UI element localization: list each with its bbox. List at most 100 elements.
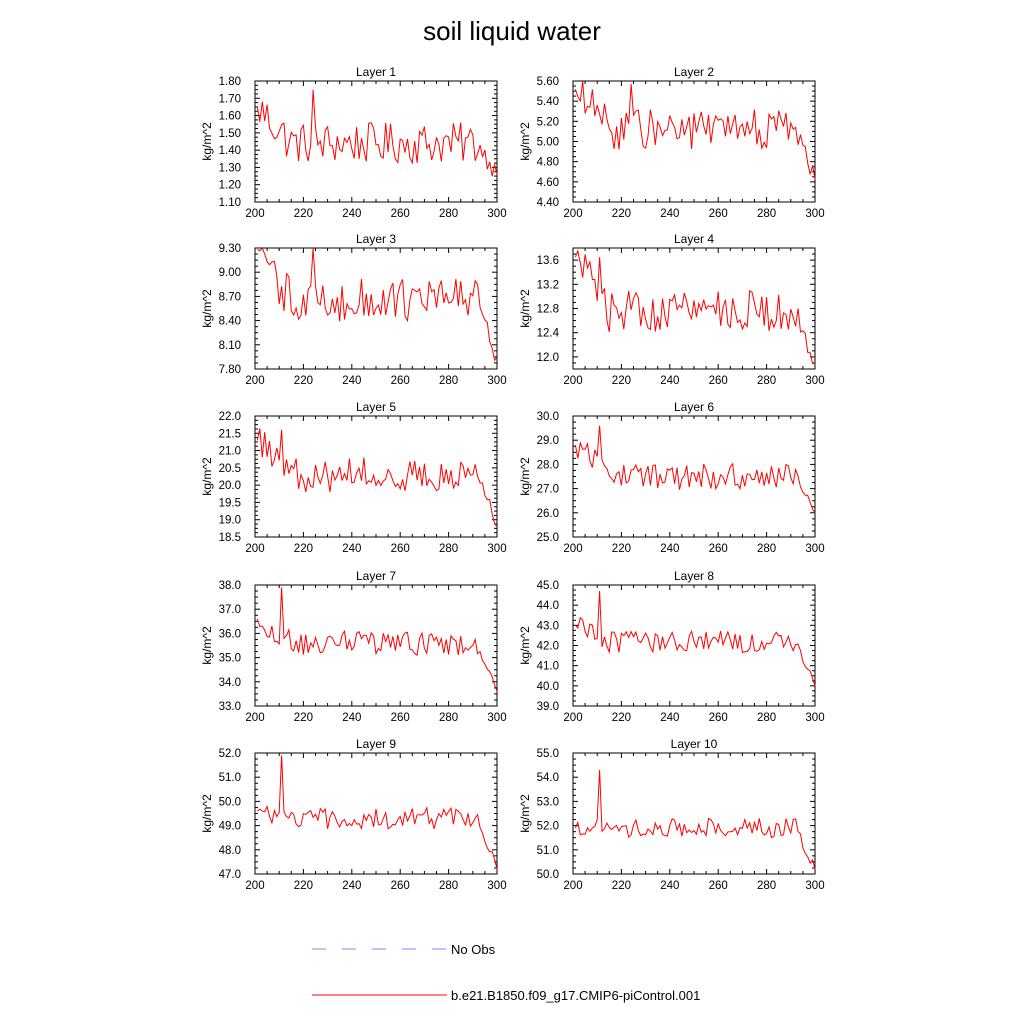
y-tick-label: 20.0 [219, 480, 241, 492]
y-tick-label: 36.0 [219, 628, 241, 640]
series-line [256, 587, 498, 692]
y-tick-label: 41.0 [537, 661, 559, 673]
y-tick-label: 7.80 [219, 364, 241, 376]
y-tick-label: 51.0 [537, 845, 559, 857]
y-tick-label: 1.80 [219, 76, 241, 88]
y-axis-label: kg/m^2 [200, 457, 214, 496]
x-tick-label: 260 [391, 880, 410, 892]
series-line [256, 428, 498, 527]
y-tick-label: 49.0 [219, 821, 241, 833]
panel-layer-2: Layer 2 kg/m^2 200 220 240 260 280 300 4.40 4.60 4… [518, 65, 825, 220]
series-line [257, 755, 498, 870]
y-tick-label: 21.5 [219, 428, 241, 440]
x-tick-label: 260 [391, 543, 410, 555]
x-tick-label: 300 [487, 208, 506, 220]
x-tick-label: 200 [245, 880, 264, 892]
y-axis-label: kg/m^2 [518, 626, 532, 665]
y-tick-label: 18.5 [219, 532, 241, 544]
y-tick-label: 20.5 [219, 463, 241, 475]
y-tick-label: 43.0 [537, 620, 559, 632]
series-line [257, 247, 498, 362]
y-tick-label: 21.0 [219, 446, 241, 458]
plot-frame [572, 752, 816, 875]
y-tick-label: 1.40 [219, 145, 241, 157]
y-tick-label: 5.40 [537, 96, 559, 108]
y-tick-label: 5.60 [537, 76, 559, 88]
x-tick-label: 200 [245, 712, 264, 724]
y-tick-label: 22.0 [219, 411, 241, 423]
y-tick-label: 9.00 [219, 267, 241, 279]
y-axis-label: kg/m^2 [200, 794, 214, 833]
panel-title: Layer 4 [674, 232, 714, 246]
x-tick-label: 280 [757, 880, 776, 892]
x-tick-label: 220 [294, 208, 313, 220]
y-tick-label: 52.0 [537, 821, 559, 833]
panel-layer-5: Layer 5 kg/m^2 200 220 240 260 280 300 18.5 19.0 1… [200, 400, 507, 555]
plot-frame [572, 584, 816, 707]
y-axis-label: kg/m^2 [518, 289, 532, 328]
y-tick-label: 8.70 [219, 291, 241, 303]
y-tick-label: 47.0 [219, 869, 241, 881]
x-tick-label: 220 [612, 543, 631, 555]
plot-frame [572, 80, 816, 203]
y-tick-label: 48.0 [219, 845, 241, 857]
x-tick-label: 280 [757, 712, 776, 724]
x-tick-label: 300 [805, 880, 824, 892]
x-tick-label: 240 [660, 880, 679, 892]
y-tick-label: 51.0 [219, 772, 241, 784]
panel-title: Layer 7 [356, 569, 396, 583]
series-line [574, 80, 816, 180]
y-tick-label: 1.20 [219, 180, 241, 192]
x-tick-label: 300 [805, 543, 824, 555]
y-tick-label: 54.0 [537, 772, 559, 784]
y-axis-label: kg/m^2 [518, 794, 532, 833]
x-tick-label: 240 [342, 375, 361, 387]
y-tick-label: 1.60 [219, 111, 241, 123]
series-line [256, 89, 498, 177]
x-tick-label: 240 [342, 880, 361, 892]
panel-title: Layer 9 [356, 737, 396, 751]
y-tick-label: 8.40 [219, 316, 241, 328]
x-tick-label: 280 [757, 208, 776, 220]
x-tick-label: 200 [245, 208, 264, 220]
y-tick-label: 1.50 [219, 128, 241, 140]
x-tick-label: 260 [391, 375, 410, 387]
x-tick-label: 220 [294, 712, 313, 724]
panel-title: Layer 10 [671, 737, 718, 751]
series-line [575, 590, 816, 686]
series-line [574, 769, 816, 870]
x-tick-label: 200 [563, 712, 582, 724]
x-tick-label: 240 [342, 208, 361, 220]
x-tick-label: 280 [439, 375, 458, 387]
panels: Layer 1 kg/m^2 200 220 240 260 280 300 1.10 1.20 1… [200, 65, 825, 892]
y-tick-label: 28.0 [537, 459, 559, 471]
y-tick-label: 4.80 [537, 157, 559, 169]
panel-title: Layer 6 [674, 400, 714, 414]
plot-frame [254, 415, 498, 538]
x-tick-label: 260 [709, 375, 728, 387]
x-tick-label: 220 [612, 375, 631, 387]
x-tick-label: 200 [563, 543, 582, 555]
y-tick-label: 8.10 [219, 340, 241, 352]
y-tick-label: 34.0 [219, 677, 241, 689]
panel-title: Layer 2 [674, 65, 714, 79]
y-tick-label: 12.0 [537, 352, 559, 364]
y-tick-label: 25.0 [537, 532, 559, 544]
y-tick-label: 9.30 [219, 243, 241, 255]
y-tick-label: 40.0 [537, 681, 559, 693]
panel-layer-7: Layer 7 kg/m^2 200 220 240 260 280 300 33.0 34.0 3… [200, 569, 507, 724]
y-axis-label: kg/m^2 [518, 122, 532, 161]
y-axis-label: kg/m^2 [518, 457, 532, 496]
x-tick-label: 240 [660, 712, 679, 724]
y-tick-label: 38.0 [219, 580, 241, 592]
y-tick-label: 52.0 [219, 748, 241, 760]
x-tick-label: 280 [439, 712, 458, 724]
x-tick-label: 280 [439, 880, 458, 892]
y-tick-label: 39.0 [537, 701, 559, 713]
panel-layer-9: Layer 9 kg/m^2 200 220 240 260 280 300 47.0 48.0 4… [200, 737, 507, 892]
x-tick-label: 260 [391, 208, 410, 220]
x-tick-label: 240 [660, 208, 679, 220]
y-tick-label: 27.0 [537, 484, 559, 496]
x-tick-label: 280 [757, 543, 776, 555]
y-tick-label: 35.0 [219, 653, 241, 665]
